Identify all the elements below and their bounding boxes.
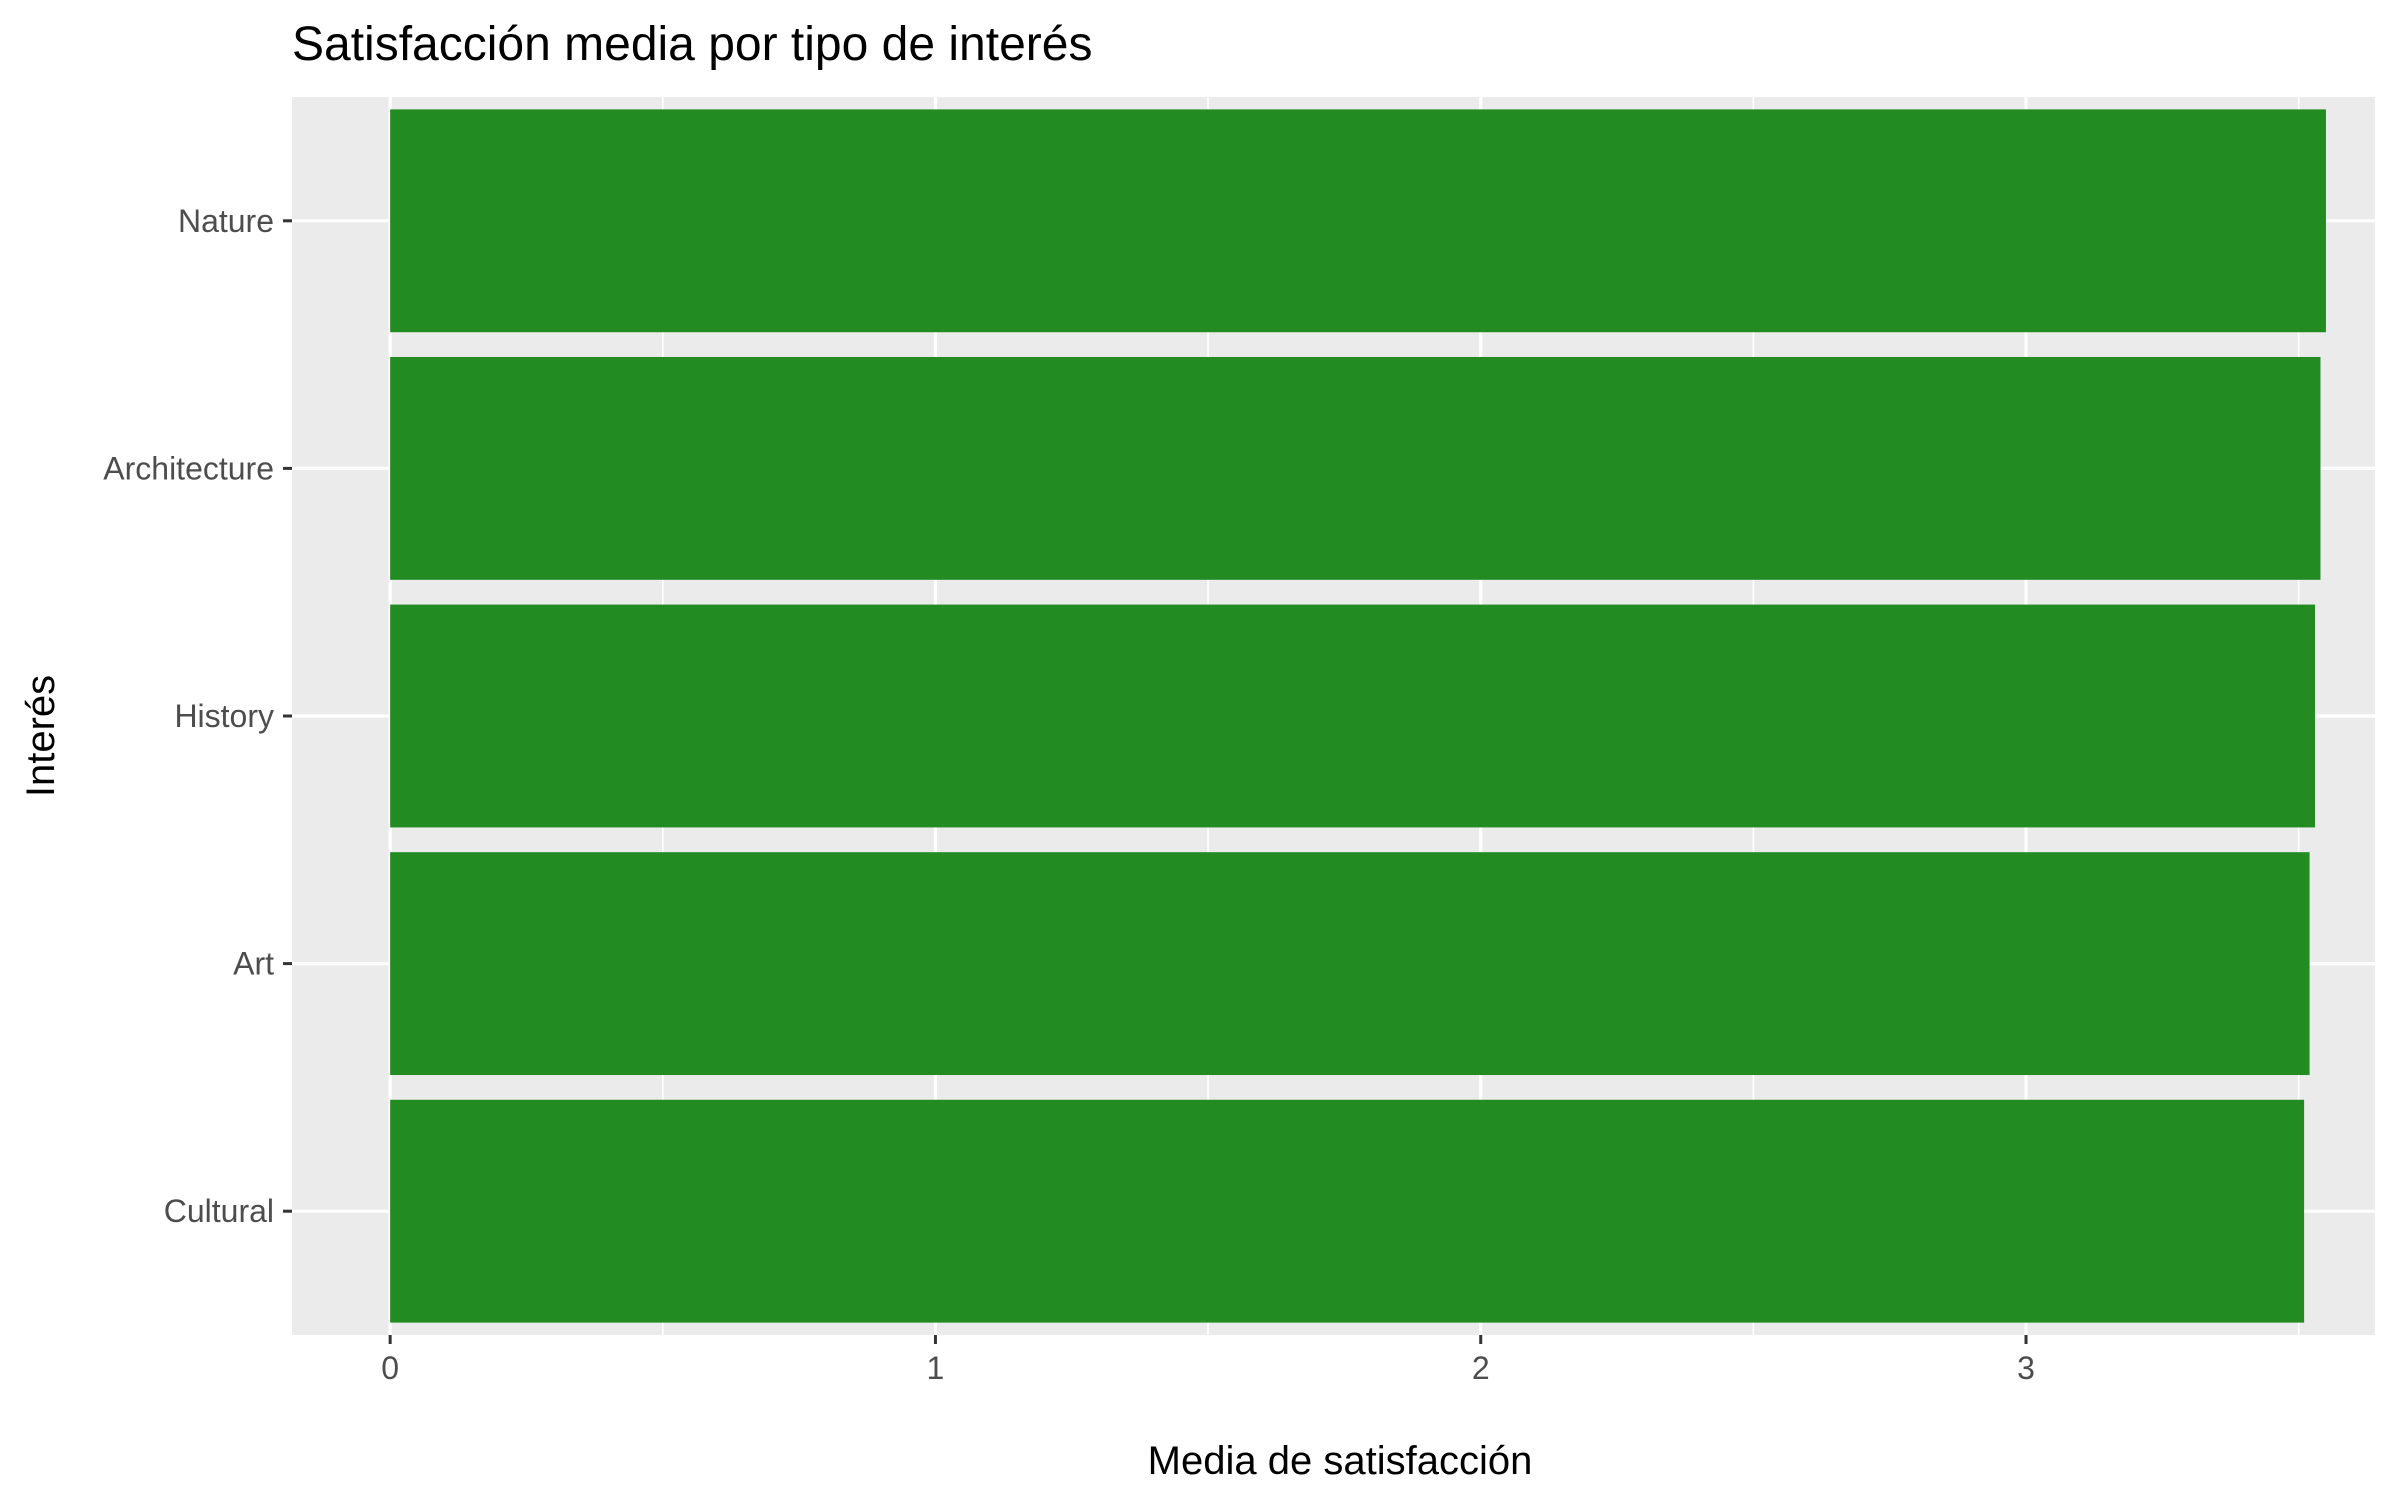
bar-history xyxy=(390,604,2316,828)
x-tick-label: 0 xyxy=(381,1350,399,1386)
chart-title: Satisfacción media por tipo de interés xyxy=(292,18,1092,71)
x-tick-label: 3 xyxy=(2017,1350,2035,1386)
bar-cultural xyxy=(390,1099,2305,1323)
y-tick-label: History xyxy=(174,698,274,734)
bar-architecture xyxy=(390,356,2321,580)
y-axis-title: Interés xyxy=(19,675,63,797)
bar-art xyxy=(390,852,2310,1076)
y-tick-label: Architecture xyxy=(103,450,274,486)
x-tick-label: 2 xyxy=(1472,1350,1490,1386)
bars xyxy=(390,109,2326,1323)
x-axis-title: Media de satisfacción xyxy=(1148,1439,1533,1483)
y-axis: Nature Architecture History Art Cultural xyxy=(103,203,292,1229)
y-tick-label: Cultural xyxy=(164,1193,274,1229)
x-tick-label: 1 xyxy=(927,1350,945,1386)
y-tick-label: Art xyxy=(233,946,274,982)
y-tick-label: Nature xyxy=(178,203,274,239)
x-axis: 0 1 2 3 xyxy=(381,1335,2035,1386)
bar-nature xyxy=(390,109,2326,333)
